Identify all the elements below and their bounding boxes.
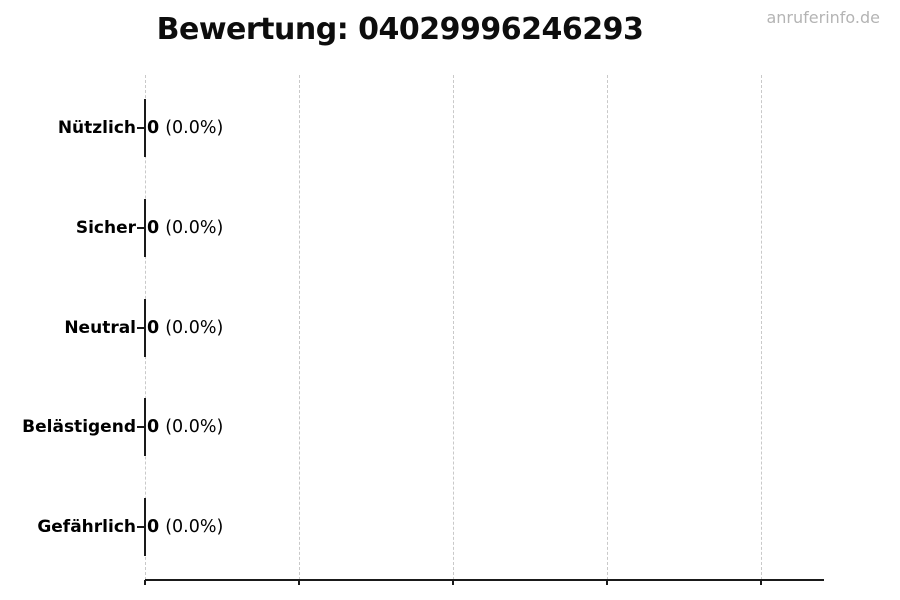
gridline (607, 75, 608, 580)
value-label: 0 (0.0%) (147, 198, 223, 258)
x-axis-tick (606, 580, 608, 585)
watermark-text: anruferinfo.de (766, 8, 880, 27)
category-label: Sicher (75, 218, 136, 238)
bar (144, 99, 146, 157)
value-label: 0 (0.0%) (147, 98, 223, 158)
value-label: 0 (0.0%) (147, 298, 223, 358)
value-percent: (0.0%) (165, 517, 224, 537)
x-axis-tick (298, 580, 300, 585)
bar (144, 398, 146, 456)
value-count: 0 (147, 417, 160, 437)
value-percent: (0.0%) (165, 218, 224, 238)
gridline (761, 75, 762, 580)
value-percent: (0.0%) (165, 118, 224, 138)
bar (144, 299, 146, 357)
gridline (299, 75, 300, 580)
category-label: Belästigend (22, 417, 136, 437)
category-label: Neutral (64, 318, 136, 338)
chart-title: Bewertung: 04029996246293 (156, 12, 644, 47)
y-axis-tick (137, 327, 144, 329)
y-axis-tick (137, 526, 144, 528)
value-label: 0 (0.0%) (147, 397, 223, 457)
value-percent: (0.0%) (165, 417, 224, 437)
category-label: Gefährlich (37, 517, 136, 537)
value-label: 0 (0.0%) (147, 497, 223, 557)
bar-row: Nützlich 0 (0.0%) (0, 98, 900, 158)
gridline (453, 75, 454, 580)
x-axis-tick (144, 580, 146, 585)
value-percent: (0.0%) (165, 318, 224, 338)
bar-row: Gefährlich 0 (0.0%) (0, 497, 900, 557)
category-label: Nützlich (57, 118, 136, 138)
y-axis-tick (137, 426, 144, 428)
bar-row: Neutral 0 (0.0%) (0, 298, 900, 358)
bar-row: Sicher 0 (0.0%) (0, 198, 900, 258)
bar (144, 199, 146, 257)
bar (144, 498, 146, 556)
bar-row: Belästigend 0 (0.0%) (0, 397, 900, 457)
value-count: 0 (147, 118, 160, 138)
y-axis-tick (137, 227, 144, 229)
x-axis-tick (452, 580, 454, 585)
x-axis-tick (760, 580, 762, 585)
value-count: 0 (147, 517, 160, 537)
value-count: 0 (147, 318, 160, 338)
y-axis-tick (137, 127, 144, 129)
value-count: 0 (147, 218, 160, 238)
x-axis-line (145, 579, 824, 581)
